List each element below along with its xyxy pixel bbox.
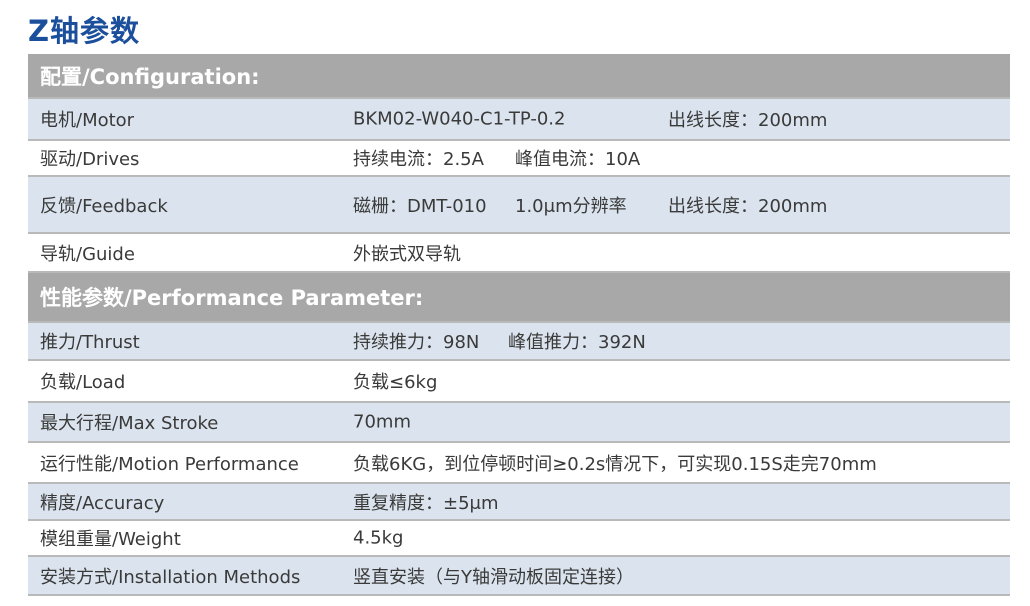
table-row-installation: 安装方式/Installation Methods 竖直安装（与Y轴滑动板固定连… [28,557,1010,596]
row-value: 外嵌式双导轨 [353,243,461,265]
row-value: BKM02-W040-C1-TP-0.2 [353,108,566,130]
table-row-accuracy: 精度/Accuracy 重复精度：±5μm [28,484,1010,521]
row-value: 负载≤6kg [353,372,438,393]
row-value: 1.0μm分辨率 [515,195,627,217]
row-value: 峰值电流：10A [515,149,641,170]
section-header-configuration: 配置/Configuration: [28,54,1010,99]
row-value: 持续电流：2.5A [353,149,484,170]
section-title: 配置/Configuration: [40,64,260,89]
row-label: 负载/Load [40,372,126,393]
row-value: 出线长度：200mm [668,195,828,217]
row-label: 反馈/Feedback [40,195,168,217]
row-value: 出线长度：200mm [668,110,828,131]
row-label: 驱动/Drives [40,149,140,170]
row-label: 最大行程/Max Stroke [40,413,219,434]
table-row-motion-performance: 运行性能/Motion Performance 负载6KG，到位停顿时间≥0.2… [28,443,1010,484]
row-value: 磁栅：DMT-010 [353,195,487,217]
row-value: 4.5kg [353,527,404,549]
row-value: 70mm [353,411,411,433]
table-row-thrust: 推力/Thrust 持续推力：98N 峰值推力：392N [28,323,1010,361]
row-label: 导轨/Guide [40,243,135,265]
row-label: 精度/Accuracy [40,492,165,514]
section-header-performance: 性能参数/Performance Parameter: [28,273,1010,323]
table-row-motor: 电机/Motor BKM02-W040-C1-TP-0.2 出线长度：200mm [28,99,1010,141]
row-value: 峰值推力：392N [508,332,646,353]
row-value: 竖直安装（与Y轴滑动板固定连接） [353,566,634,588]
table-row-weight: 模组重量/Weight 4.5kg [28,521,1010,557]
table-row-drives: 驱动/Drives 持续电流：2.5A 峰值电流：10A [28,141,1010,177]
row-label: 电机/Motor [40,110,135,131]
row-label: 安装方式/Installation Methods [40,566,301,588]
table-row-max-stroke: 最大行程/Max Stroke 70mm [28,403,1010,443]
row-label: 运行性能/Motion Performance [40,453,299,475]
table-row-load: 负载/Load 负载≤6kg [28,361,1010,403]
section-title: 性能参数/Performance Parameter: [40,286,424,310]
row-label: 推力/Thrust [40,332,140,353]
row-label: 模组重量/Weight [40,529,181,550]
row-value: 负载6KG，到位停顿时间≥0.2s情况下，可实现0.15S走完70mm [353,453,877,475]
table-row-feedback: 反馈/Feedback 磁栅：DMT-010 1.0μm分辨率 出线长度：200… [28,177,1010,234]
table-row-guide: 导轨/Guide 外嵌式双导轨 [28,234,1010,273]
page-title: Z轴参数 [28,14,141,48]
row-value: 持续推力：98N [353,332,480,353]
row-value: 重复精度：±5μm [353,492,499,514]
